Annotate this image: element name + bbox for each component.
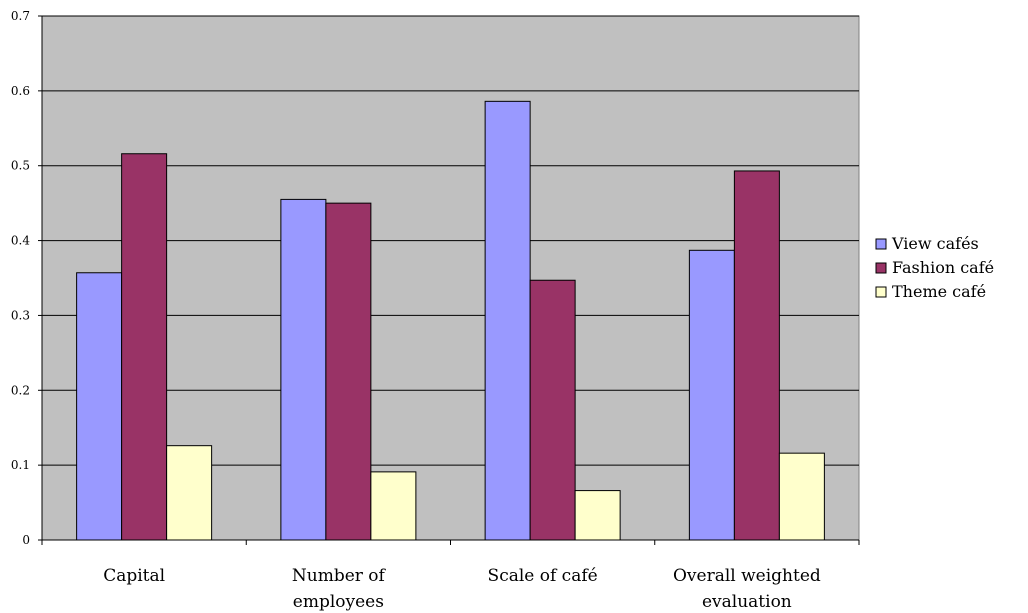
category-label: Capital: [103, 566, 165, 586]
category-label: employees: [293, 592, 384, 612]
category-label: Scale of café: [488, 566, 598, 586]
x-axis-ticks: [41, 540, 860, 545]
legend-label: Theme café: [892, 282, 986, 301]
bar: [325, 202, 372, 541]
legend-swatch: [875, 238, 887, 250]
y-tick-label: 0.7: [11, 9, 30, 23]
category-label: Overall weighted: [673, 566, 821, 586]
bar: [529, 279, 576, 541]
y-tick-label: 0.4: [11, 234, 30, 248]
legend-box: [872, 232, 1022, 315]
y-tick-label: 0.6: [11, 84, 30, 98]
bar: [76, 272, 123, 541]
category-label: evaluation: [702, 592, 792, 612]
bar: [484, 100, 531, 541]
legend-swatch: [875, 262, 887, 274]
bar: [166, 445, 213, 541]
legend: View cafés Fashion café Theme café: [872, 232, 1022, 315]
bar: [733, 170, 780, 541]
y-tick-label: 0: [22, 533, 30, 547]
y-tick-label: 0.1: [11, 458, 30, 472]
bars: [76, 100, 825, 541]
y-tick-label: 0.3: [11, 308, 30, 322]
bar: [280, 198, 327, 541]
legend-swatch: [875, 286, 887, 298]
category-labels: Capital Number of employees Scale of café Ov…: [103, 566, 821, 612]
y-axis-ticks: 0 0.1 0.2 0.3 0.4 0.5 0.6 0.7: [11, 9, 42, 547]
bar: [688, 249, 735, 541]
bar: [778, 452, 825, 541]
bar: [574, 490, 621, 541]
legend-label: Fashion café: [892, 258, 994, 277]
category-label: Number of: [292, 566, 387, 586]
y-tick-label: 0.5: [11, 159, 30, 173]
bar: [370, 471, 417, 541]
legend-label: View cafés: [891, 234, 979, 253]
y-tick-label: 0.2: [11, 383, 30, 397]
bar: [121, 153, 168, 541]
